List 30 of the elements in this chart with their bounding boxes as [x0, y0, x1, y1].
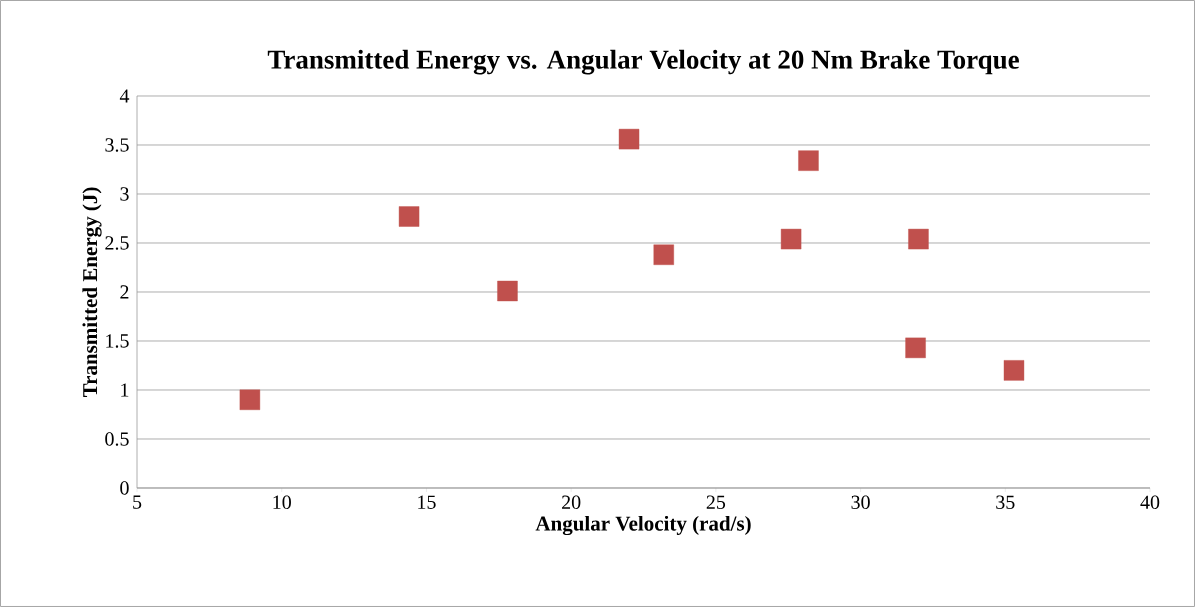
x-axis-title: Angular Velocity (rad/s) — [535, 515, 751, 536]
y-tick-label: 1.5 — [106, 334, 129, 348]
point — [798, 150, 819, 171]
point — [398, 206, 420, 227]
y-tick-label: 4 — [119, 89, 130, 103]
x-tick-label: 40 — [1140, 495, 1160, 510]
x-tick-label: 35 — [996, 495, 1015, 509]
x-tick-label: 5 — [133, 495, 142, 509]
x-tick-label: 15 — [418, 495, 436, 509]
y-tick-label: 0 — [120, 481, 129, 495]
y-tick-label: 1 — [121, 383, 129, 397]
point — [618, 128, 640, 150]
y-tick-label: 3.5 — [105, 138, 129, 152]
point — [1003, 360, 1025, 381]
x-tick-label: 20 — [562, 495, 581, 510]
point — [905, 337, 926, 359]
point — [780, 228, 802, 250]
point — [908, 228, 929, 250]
chart-title: Transmitted Energy vs. Angular Velocity at 20 Nm Brake Torque — [267, 49, 1019, 75]
point — [653, 244, 674, 265]
x-tick-label: 30 — [851, 495, 870, 510]
x-tick-label: 10 — [273, 495, 291, 510]
y-tick-label: 2 — [120, 285, 129, 299]
point — [497, 280, 518, 302]
y-tick-label: 2.5 — [105, 236, 129, 250]
y-tick-label: 3 — [120, 187, 129, 201]
x-tick-label: 25 — [706, 495, 726, 509]
point — [239, 389, 261, 410]
y-tick-label: 0.5 — [105, 432, 129, 446]
y-axis-title: Transmitted Energy (J) — [82, 187, 102, 398]
